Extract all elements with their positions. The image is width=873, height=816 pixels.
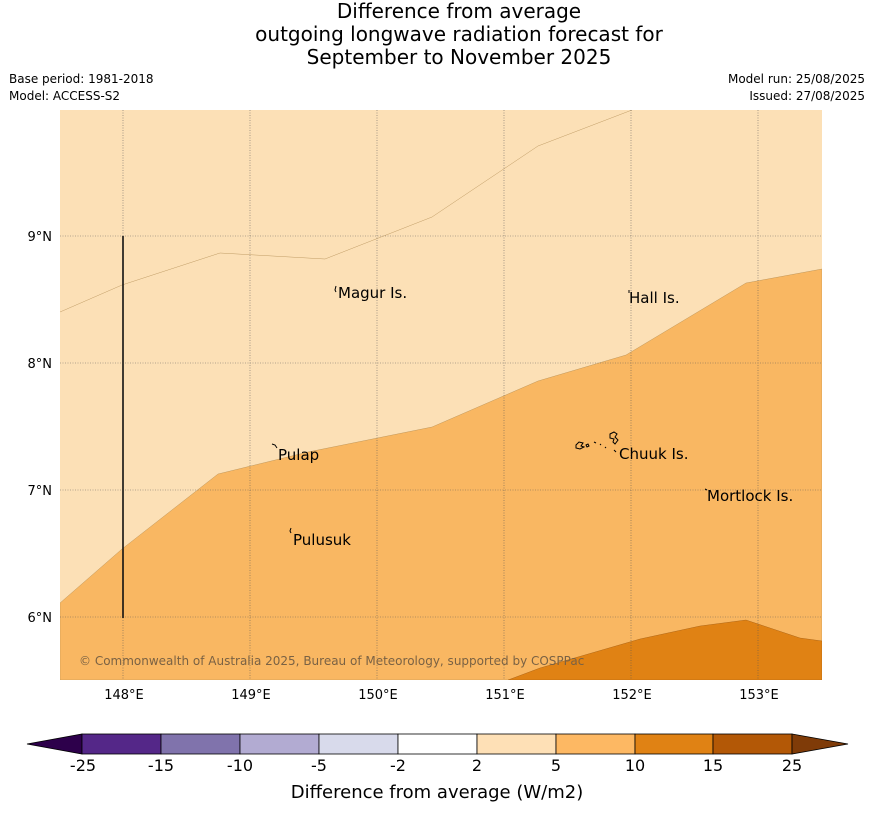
lon-label-148e: 148°E bbox=[104, 688, 144, 703]
pulap-island-shape bbox=[271, 443, 278, 449]
colorbar-tick-neg2: -2 bbox=[390, 756, 406, 775]
colorbar-label: Difference from average (W/m2) bbox=[291, 782, 583, 803]
colorbar bbox=[26, 733, 849, 755]
colorbar-tick-neg15: -15 bbox=[148, 756, 174, 775]
band-10-15 bbox=[507, 619, 822, 680]
colorbar-tick-neg10: -10 bbox=[227, 756, 253, 775]
place-label-chuuk: Chuuk Is. bbox=[619, 445, 688, 463]
title-line-1: Difference from average bbox=[336, 0, 582, 23]
magur-island-shape bbox=[334, 285, 337, 293]
colorbar-extend-low bbox=[26, 733, 83, 755]
colorbar-tick-2: 2 bbox=[472, 756, 482, 775]
colorbar-tick-5: 5 bbox=[551, 756, 561, 775]
meta-left: Base period: 1981-2018 Model: ACCESS-S2 bbox=[9, 71, 154, 105]
colorbar-ticks: -25 -15 -10 -5 -2 2 5 10 15 25 bbox=[70, 756, 802, 775]
colorbar-bin-neg2-2 bbox=[397, 733, 478, 755]
place-label-mortlock: Mortlock Is. bbox=[707, 487, 793, 505]
base-period: Base period: 1981-2018 bbox=[9, 72, 154, 86]
colorbar-tick-10: 10 bbox=[625, 756, 645, 775]
title-line-3: September to November 2025 bbox=[306, 45, 612, 69]
colorbar-extend-high bbox=[791, 733, 849, 755]
lon-labels: 148°E 149°E 150°E 151°E 152°E 153°E bbox=[104, 688, 779, 703]
mortlock-island-shape bbox=[704, 488, 708, 491]
lon-label-149e: 149°E bbox=[231, 688, 271, 703]
model-name: Model: ACCESS-S2 bbox=[9, 89, 121, 103]
copyright-notice: © Commonwealth of Australia 2025, Bureau… bbox=[79, 654, 584, 668]
place-label-pulap: Pulap bbox=[278, 446, 319, 464]
title-line-2: outgoing longwave radiation forecast for bbox=[255, 22, 663, 46]
lon-label-150e: 150°E bbox=[358, 688, 398, 703]
lat-label-6n: 6°N bbox=[28, 611, 53, 626]
place-label-hall: Hall Is. bbox=[629, 289, 680, 307]
issued-date: Issued: 27/08/2025 bbox=[749, 89, 865, 103]
chart-title: Difference from average outgoing longwav… bbox=[0, 0, 873, 69]
lat-label-8n: 8°N bbox=[28, 357, 53, 372]
map-area: Magur Is. Hall Is. Pulap Chuuk Is. Mortl… bbox=[60, 110, 822, 680]
contour-line bbox=[60, 110, 633, 313]
lon-label-151e: 151°E bbox=[485, 688, 525, 703]
lat-label-9n: 9°N bbox=[28, 230, 53, 245]
colorbar-bin-neg15-neg10 bbox=[160, 733, 241, 755]
colorbar-tick-15: 15 bbox=[703, 756, 723, 775]
pulusuk-island-shape bbox=[289, 527, 292, 534]
colorbar-bin-2-5 bbox=[476, 733, 557, 755]
colorbar-bin-neg10-neg5 bbox=[239, 733, 320, 755]
place-labels: Magur Is. Hall Is. Pulap Chuuk Is. Mortl… bbox=[278, 284, 793, 549]
meta-right: Model run: 25/08/2025 Issued: 27/08/2025 bbox=[728, 71, 865, 105]
lon-label-153e: 153°E bbox=[739, 688, 779, 703]
place-label-magur: Magur Is. bbox=[338, 284, 407, 302]
lat-labels: 9°N 8°N 7°N 6°N bbox=[28, 230, 53, 626]
colorbar-bin-15-25 bbox=[712, 733, 793, 755]
island-shapes bbox=[271, 285, 708, 534]
place-label-pulusuk: Pulusuk bbox=[293, 531, 351, 549]
colorbar-bin-5-10 bbox=[555, 733, 636, 755]
colorbar-tick-neg25: -25 bbox=[70, 756, 96, 775]
colorbar-tick-25: 25 bbox=[782, 756, 802, 775]
colorbar-bin-neg25-neg15 bbox=[81, 733, 162, 755]
lat-label-7n: 7°N bbox=[28, 484, 53, 499]
model-run: Model run: 25/08/2025 bbox=[727, 72, 865, 86]
colorbar-bin-10-15 bbox=[634, 733, 714, 755]
band-5-10 bbox=[60, 268, 822, 680]
chuuk-island-shapes bbox=[575, 431, 619, 453]
colorbar-bin-neg5-neg2 bbox=[318, 733, 399, 755]
lon-label-152e: 152°E bbox=[612, 688, 652, 703]
colorbar-tick-neg5: -5 bbox=[311, 756, 327, 775]
